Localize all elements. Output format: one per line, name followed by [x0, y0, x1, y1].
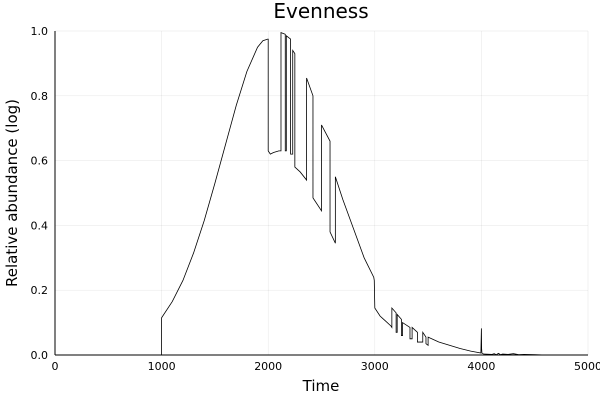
evenness-series-line — [55, 32, 588, 356]
x-tick-label: 3000 — [361, 360, 389, 373]
y-axis-label: Relative abundance (log) — [3, 99, 21, 287]
y-tick-label: 1.0 — [31, 25, 49, 38]
x-tick-label: 4000 — [467, 360, 495, 373]
x-tick-label: 1000 — [148, 360, 176, 373]
y-tick-label: 0.6 — [31, 155, 49, 168]
y-tick-label: 0.8 — [31, 90, 49, 103]
x-tick-label: 2000 — [254, 360, 282, 373]
y-tick-label: 0.2 — [31, 284, 49, 297]
y-tick-label: 0.4 — [31, 219, 49, 232]
y-tick-label: 0.0 — [31, 349, 49, 362]
tick-labels: 0 1000 2000 3000 4000 5000 0.0 0.2 0.4 0.6 0.8 1.0 — [31, 25, 600, 373]
x-tick-label: 0 — [52, 360, 59, 373]
chart-title: Evenness — [273, 0, 368, 23]
x-tick-label: 5000 — [574, 360, 600, 373]
x-axis-label: Time — [302, 377, 340, 395]
